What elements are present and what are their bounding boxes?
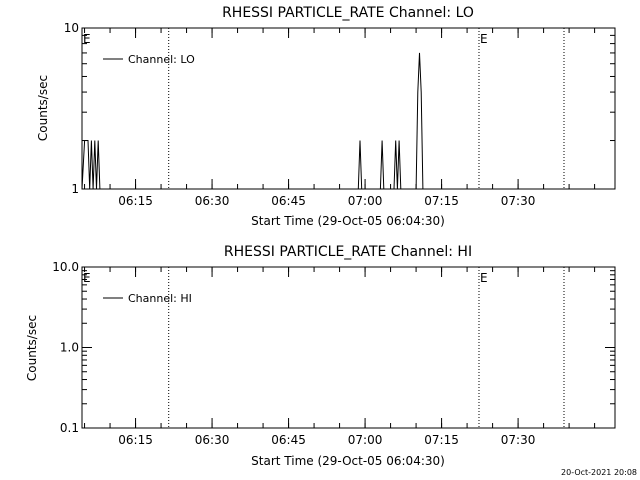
series-lines bbox=[81, 52, 424, 190]
chart-title: RHESSI PARTICLE_RATE Channel: LO bbox=[222, 5, 474, 21]
legend-label: Channel: LO bbox=[128, 53, 195, 66]
y-tick-label: 10 bbox=[64, 21, 79, 35]
y-tick-label: 10.0 bbox=[52, 260, 79, 274]
y-axis-label: Counts/sec bbox=[25, 315, 39, 381]
x-tick-label: 07:15 bbox=[424, 194, 459, 208]
x-tick-label: 06:30 bbox=[195, 194, 230, 208]
x-tick-label: 06:15 bbox=[118, 194, 153, 208]
legend-label: Channel: HI bbox=[128, 292, 192, 305]
x-tick-label: 07:30 bbox=[501, 194, 536, 208]
x-tick-label: 07:00 bbox=[348, 194, 383, 208]
x-tick-label: 06:15 bbox=[118, 433, 153, 447]
x-axis: 06:15 06:30 06:45 07:00 07:15 07:30 bbox=[84, 267, 596, 447]
x-tick-label: 07:30 bbox=[501, 433, 536, 447]
x-tick-label: 06:45 bbox=[271, 194, 306, 208]
timestamp: 20-Oct-2021 20:08 bbox=[561, 468, 637, 477]
x-tick-label: 06:30 bbox=[195, 433, 230, 447]
event-marker-label: E bbox=[480, 32, 488, 46]
y-tick-label: 0.1 bbox=[60, 421, 79, 435]
x-axis-label: Start Time (29-Oct-05 06:04:30) bbox=[251, 454, 445, 468]
x-tick-label: 07:00 bbox=[348, 433, 383, 447]
x-axis: 06:15 06:30 06:45 07:00 07:15 07:30 bbox=[84, 28, 596, 208]
x-tick-label: 06:45 bbox=[271, 433, 306, 447]
y-axis: 0.1 1.0 10.0 bbox=[52, 260, 615, 435]
y-tick-label: 1 bbox=[71, 182, 79, 196]
y-axis-label: Counts/sec bbox=[36, 75, 50, 141]
event-marker-label: E bbox=[480, 271, 488, 285]
x-tick-label: 07:15 bbox=[424, 433, 459, 447]
x-axis-label: Start Time (29-Oct-05 06:04:30) bbox=[251, 214, 445, 228]
event-marker-label: E bbox=[83, 271, 91, 285]
chart-title: RHESSI PARTICLE_RATE Channel: HI bbox=[224, 244, 472, 260]
event-marker-label: E bbox=[83, 32, 91, 46]
y-tick-label: 1.0 bbox=[60, 341, 79, 355]
chart-panel-hi: RHESSI PARTICLE_RATE Channel: HI 0.1 1.0 1… bbox=[25, 244, 616, 468]
series-line bbox=[81, 52, 424, 190]
chart-panel-lo: RHESSI PARTICLE_RATE Channel: LO 1 10 06:… bbox=[36, 5, 616, 228]
y-axis: 1 10 bbox=[64, 21, 615, 196]
